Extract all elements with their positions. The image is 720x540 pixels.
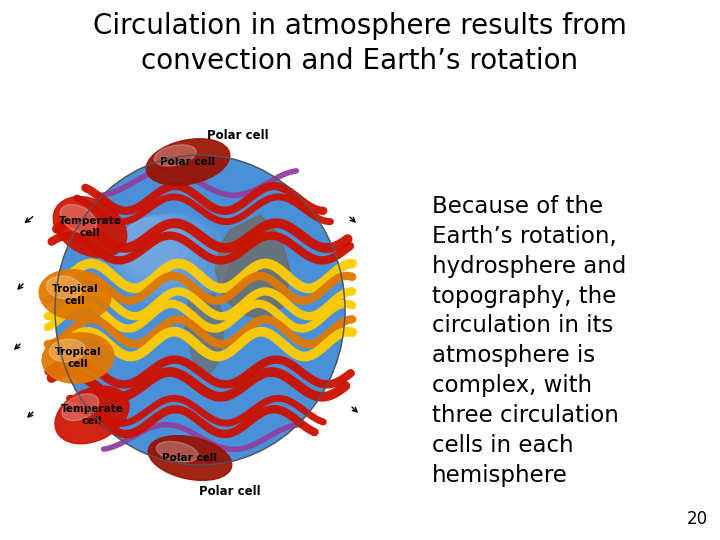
Text: Tropical
cell: Tropical cell — [52, 284, 99, 306]
Ellipse shape — [42, 333, 114, 383]
Text: Polar cell: Polar cell — [199, 485, 261, 498]
Text: Tropical
cell: Tropical cell — [55, 347, 102, 369]
Ellipse shape — [53, 197, 127, 258]
Ellipse shape — [55, 386, 129, 444]
Ellipse shape — [39, 270, 111, 320]
Ellipse shape — [60, 205, 96, 233]
Ellipse shape — [154, 145, 196, 166]
Text: Polar cell: Polar cell — [207, 129, 269, 142]
Ellipse shape — [55, 155, 345, 465]
Ellipse shape — [46, 276, 82, 299]
Ellipse shape — [62, 394, 99, 421]
Polygon shape — [215, 215, 290, 320]
Ellipse shape — [156, 442, 198, 462]
Polygon shape — [185, 290, 225, 380]
Text: Temperate
cell: Temperate cell — [60, 404, 123, 426]
Text: Circulation in atmosphere results from
convection and Earth’s rotation: Circulation in atmosphere results from c… — [93, 12, 627, 75]
Ellipse shape — [146, 139, 230, 185]
Text: Polar cell: Polar cell — [161, 157, 215, 167]
Text: Polar cell: Polar cell — [163, 453, 217, 463]
Text: Because of the
Earth’s rotation,
hydrosphere and
topography, the
circulation in : Because of the Earth’s rotation, hydrosp… — [432, 195, 626, 487]
Ellipse shape — [49, 339, 85, 362]
Text: Temperate
cell: Temperate cell — [58, 216, 122, 238]
Ellipse shape — [148, 436, 232, 481]
Text: 20: 20 — [687, 510, 708, 528]
